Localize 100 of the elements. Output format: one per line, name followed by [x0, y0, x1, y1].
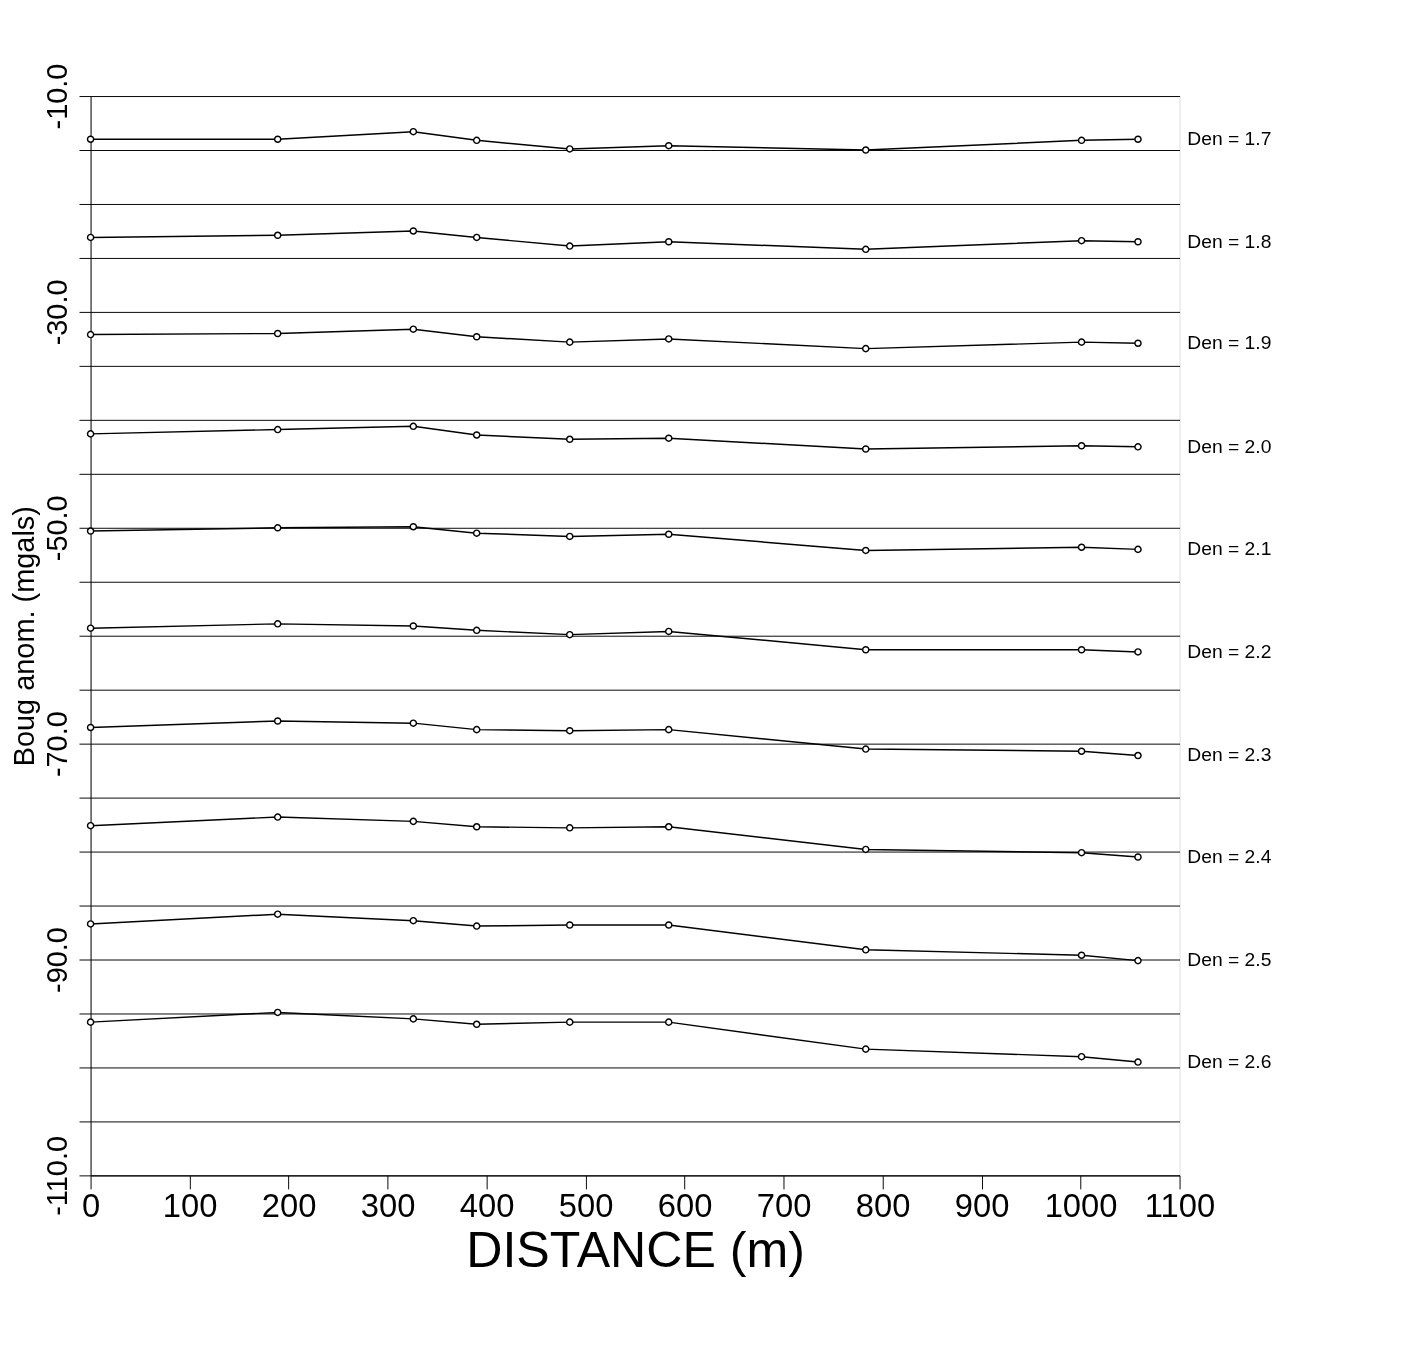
point [1134, 443, 1142, 451]
point [273, 231, 282, 240]
point [1134, 339, 1142, 347]
point [861, 445, 870, 453]
point [1134, 1058, 1142, 1066]
point [1077, 338, 1086, 346]
point [565, 726, 574, 735]
point [1077, 136, 1086, 145]
point [565, 921, 574, 929]
point [1077, 441, 1086, 450]
point [565, 145, 574, 153]
point [409, 522, 418, 531]
point [861, 344, 870, 353]
point [861, 245, 870, 254]
point [472, 922, 481, 930]
x-tick-label: 300 [360, 1187, 416, 1225]
point [1077, 236, 1086, 245]
point [472, 626, 481, 635]
x-tick-label: 400 [459, 1187, 515, 1225]
point [861, 1045, 870, 1053]
point [1134, 956, 1142, 965]
point [1134, 135, 1142, 143]
x-tick-label: 1100 [1144, 1187, 1216, 1225]
text: Den = 2.0 [1187, 435, 1272, 457]
point [409, 719, 418, 727]
point [86, 135, 95, 143]
point [273, 813, 282, 821]
point [664, 921, 673, 929]
point [409, 422, 418, 431]
point [861, 546, 870, 555]
y-tick-label: -30.0 [40, 279, 73, 346]
text: Den = 2.1 [1187, 538, 1272, 560]
x-tick-label: 200 [261, 1187, 317, 1225]
point [86, 920, 95, 928]
point [664, 530, 673, 539]
x-tick-label: 500 [558, 1187, 614, 1225]
point [472, 823, 481, 831]
y-axis-title: Boug anom. (mgals) [8, 506, 41, 767]
point [664, 823, 673, 831]
point [664, 1018, 673, 1026]
point [472, 1020, 481, 1029]
point [273, 910, 282, 918]
text: Den = 1.7 [1187, 128, 1272, 150]
point [409, 227, 418, 235]
point [86, 527, 95, 535]
text: Den = 2.2 [1187, 640, 1272, 662]
point [1077, 645, 1086, 654]
point [565, 1018, 574, 1026]
point [273, 425, 282, 434]
point [565, 435, 574, 444]
point [664, 335, 673, 343]
point [664, 627, 673, 636]
point [1077, 747, 1086, 755]
point [664, 725, 673, 734]
x-tick-label: 900 [954, 1187, 1010, 1225]
point [1077, 543, 1086, 551]
point [273, 620, 282, 628]
point [409, 1015, 418, 1023]
x-tick-label: 700 [756, 1187, 812, 1225]
point [1134, 751, 1142, 760]
point [86, 821, 95, 830]
point [472, 529, 481, 537]
text: Den = 2.4 [1187, 845, 1272, 867]
text: Den = 1.8 [1187, 230, 1272, 252]
x-tick-label: 0 [81, 1187, 101, 1225]
point [861, 146, 870, 154]
point [1077, 848, 1086, 857]
point [1134, 545, 1142, 554]
point [472, 332, 481, 341]
x-axis-title: DISTANCE (m) [466, 1222, 805, 1279]
point [664, 434, 673, 442]
point [273, 524, 282, 532]
text: Den = 2.6 [1187, 1050, 1272, 1072]
point [86, 233, 95, 242]
point [472, 233, 481, 242]
point [664, 237, 673, 246]
point [1077, 951, 1086, 959]
point [86, 330, 95, 339]
point [472, 725, 481, 734]
point [565, 824, 574, 832]
point [565, 630, 574, 639]
point [861, 845, 870, 854]
text: Den = 2.5 [1187, 949, 1272, 971]
point [565, 242, 574, 250]
point [565, 338, 574, 346]
point [86, 624, 95, 632]
text: Den = 2.3 [1187, 744, 1272, 766]
point [86, 723, 95, 732]
point [409, 127, 418, 136]
point [273, 717, 282, 725]
point [409, 916, 418, 925]
point [861, 946, 870, 954]
point [1077, 1052, 1086, 1061]
point [472, 431, 481, 439]
point [86, 1018, 95, 1026]
point [861, 645, 870, 654]
x-tick-label: 100 [162, 1187, 218, 1225]
y-tick-label: -90.0 [40, 927, 73, 993]
point [273, 135, 282, 143]
point [861, 745, 870, 753]
